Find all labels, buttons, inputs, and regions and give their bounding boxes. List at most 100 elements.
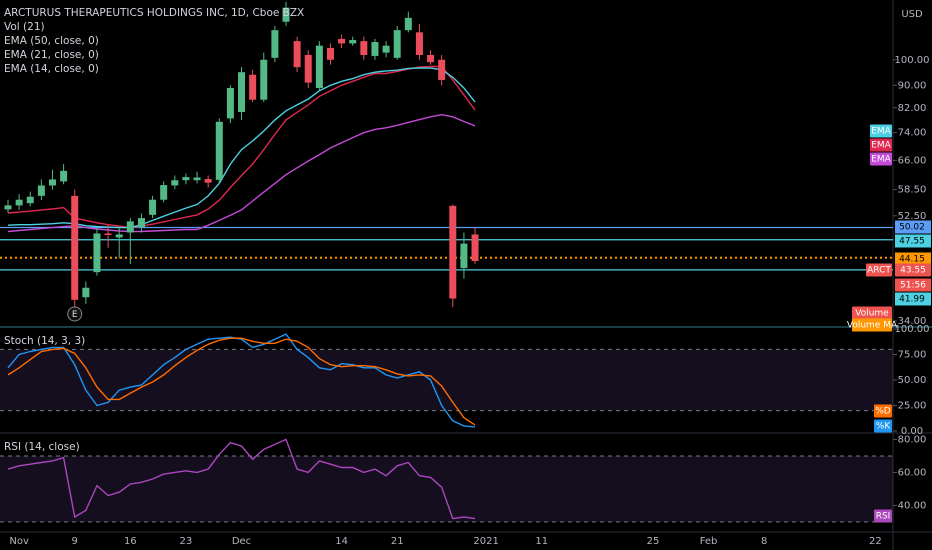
countdown: 51:56 [900,281,926,291]
y-tick-label: 100.00 [895,55,930,66]
candle-body [393,30,401,58]
y-tick-label: 52.50 [898,211,927,222]
candle-body [15,199,23,206]
candle-body [60,170,68,182]
series-line [7,337,476,426]
x-tick-label: Dec [232,536,251,547]
y-tick-label: 60.00 [898,467,927,478]
y-tick-label: 90.00 [898,80,927,91]
price-line-label: 41.99 [899,295,925,305]
candle-body [171,180,179,186]
legend-entry: EMA (21, close, 0) [4,49,99,61]
candle-body [160,185,168,200]
last-symbol-bg [866,263,892,277]
candle-body [48,179,56,186]
x-tick-label: Nov [9,536,29,547]
candle-body [37,185,45,196]
price-line-label-bg [895,252,931,266]
price-line-label-bg [895,292,931,306]
candle-body [282,7,290,22]
candle-body [71,195,79,300]
candle-body [471,234,479,262]
x-tick-label: 21 [391,536,404,547]
series-tag: EMA [871,127,891,137]
candle-body [382,45,390,53]
y-tick-label: 40.00 [898,500,927,511]
candle-body [204,179,212,183]
candle-body [93,233,101,273]
x-tick-label: Feb [700,536,718,547]
candle-body [215,121,223,180]
candle-body [182,177,190,181]
price-line-label-bg [895,220,931,234]
candle-body [238,72,246,112]
series-line [7,65,476,229]
x-tick-label: 25 [647,536,660,547]
band-fill [0,455,893,522]
chart-title: ARCTURUS THERAPEUTICS HOLDINGS INC, 1D, … [4,7,304,19]
series-line [7,113,476,233]
candle-body [137,218,145,228]
legend-entry: EMA (14, close, 0) [4,63,99,75]
series-tag: %D [875,407,891,417]
band-fill [0,349,893,411]
y-tick-label: 50.00 [898,375,927,386]
last-price-bg [895,263,931,277]
series-tag-bg [874,404,892,418]
price-line-label: 50.02 [899,223,925,233]
series-tag-bg [870,152,892,166]
overlay-label: Volume [855,309,889,319]
candle-body [126,221,134,233]
series-tag-bg [874,509,892,523]
last-price: 43.55 [900,266,926,276]
currency: USD [901,9,923,20]
overlay-label: Volume MA [847,321,898,331]
pane-title: RSI (14, close) [4,441,80,453]
legend-entry: EMA (50, close, 0) [4,35,99,47]
legend-entry: Vol (21) [4,21,45,33]
overlay-label-bg [852,318,892,332]
price-line-label: 47.55 [899,237,925,247]
x-tick-label: 11 [535,536,548,547]
candle-body [371,42,379,56]
candle-body [104,233,112,235]
x-tick-label: 8 [761,536,767,547]
candle-body [460,243,468,269]
candle-body [438,59,446,80]
y-tick-label: 66.00 [898,155,927,166]
y-tick-label: 58.50 [898,185,927,196]
overlay-label-bg [852,306,892,320]
y-tick-label: 80.00 [898,434,927,445]
x-tick-label: 23 [180,536,193,547]
y-tick-label: 25.00 [898,400,927,411]
candle-body [149,199,157,215]
series-tag: %K [876,422,892,432]
candle-body [449,205,457,299]
y-tick-label: 74.00 [898,128,927,139]
candle-body [338,38,346,44]
x-tick-label: 14 [335,536,348,547]
candle-body [193,177,201,181]
y-tick-label: 0.00 [901,426,923,437]
candle-body [427,54,435,63]
series-line [7,333,476,428]
candle-body [115,234,123,238]
last-symbol: ARCT [867,266,891,276]
candle-body [415,32,423,55]
series-tag-bg [870,124,892,138]
y-tick-label: 75.00 [898,350,927,361]
candle-body [82,287,90,298]
y-tick-label: 100.00 [895,324,930,335]
candle-body [326,47,334,60]
series-tag-bg [870,138,892,152]
candle-body [360,41,368,55]
countdown-bg [895,278,931,292]
candle-body [4,205,12,210]
series-tag-bg [874,419,892,433]
candle-body [349,40,357,44]
series-line [7,438,476,520]
y-tick-label: 34.00 [898,316,927,327]
candle-body [271,30,279,58]
candle-body [260,59,268,100]
